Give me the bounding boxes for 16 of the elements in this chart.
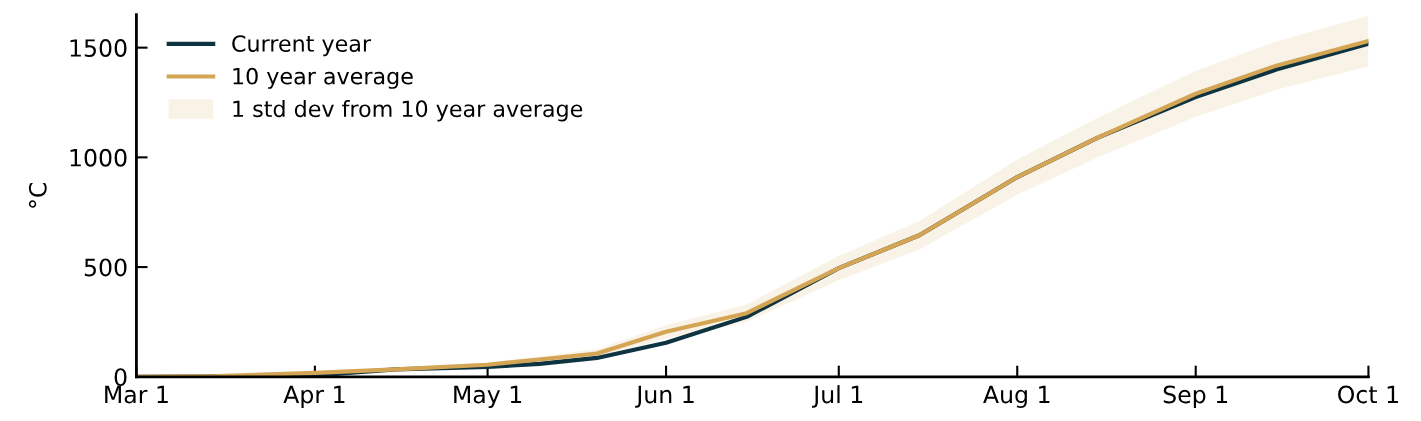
x-tick-label: Mar 1 [105, 385, 168, 404]
x-tick-label: Aug 1 [983, 385, 1050, 408]
y-tick-label: 1500 [70, 39, 127, 57]
x-tick-label: Sep 1 [1163, 385, 1228, 408]
x-tick-label: Oct 1 [1338, 385, 1398, 404]
x-tick-label: May 1 [454, 385, 522, 408]
x-tick-label: Jun 1 [635, 385, 694, 408]
legend-label: 10 year average [233, 67, 413, 89]
legend-label: Current year [232, 35, 372, 57]
y-tick-label: 0 [114, 368, 127, 387]
y-tick-label: 500 [84, 258, 127, 277]
x-tick-label: Jul 1 [812, 385, 863, 408]
x-tick-label: Apr 1 [283, 385, 345, 408]
annotation: 1 std dev from 10 year average [233, 99, 583, 122]
y-tick-label: 1000 [70, 148, 127, 167]
y-axis-title: °C [28, 182, 47, 208]
